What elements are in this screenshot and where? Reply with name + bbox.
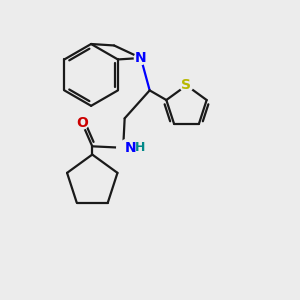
Text: O: O — [76, 116, 88, 130]
Circle shape — [117, 141, 130, 154]
Text: H: H — [135, 141, 145, 154]
Circle shape — [180, 79, 193, 92]
Circle shape — [134, 52, 147, 64]
Circle shape — [76, 116, 88, 129]
Text: N: N — [125, 141, 136, 155]
Text: N: N — [135, 51, 147, 65]
Circle shape — [120, 139, 137, 157]
Text: S: S — [182, 78, 191, 92]
